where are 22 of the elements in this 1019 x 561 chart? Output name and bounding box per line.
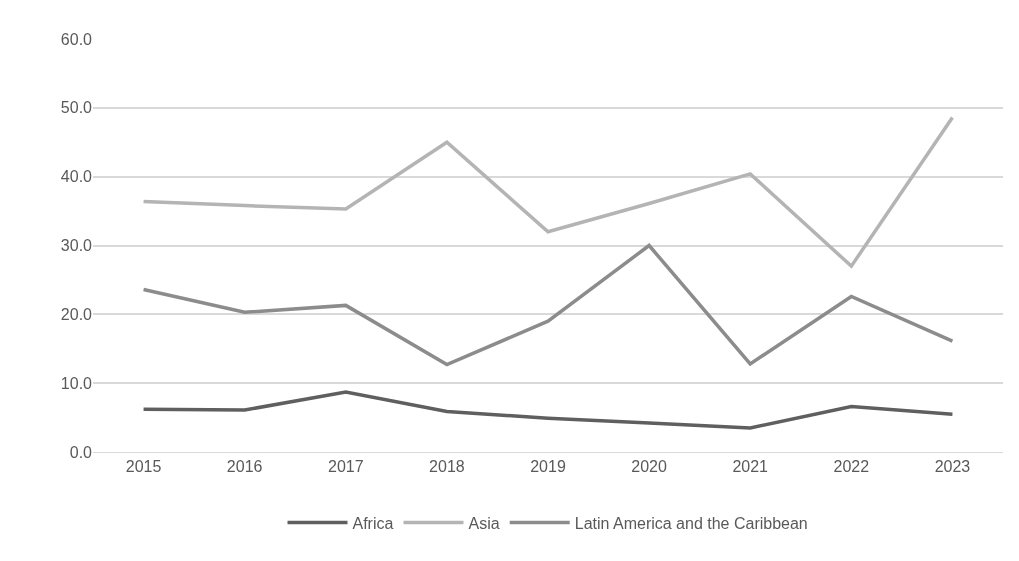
x-tick-label: 2019 [530,458,566,476]
x-tick-label: 2015 [125,458,162,476]
legend-label: Africa [352,514,394,532]
line-series [141,115,955,268]
line-series [141,390,955,430]
x-tick-label: 2017 [327,458,364,476]
y-tick-label: 0.0 [69,443,93,461]
x-tick-label: 2018 [429,458,465,476]
y-tick-label: 30.0 [60,237,93,255]
line-series [141,243,955,367]
x-tick-label: 2016 [226,458,263,476]
x-tick-label: 2022 [833,458,870,476]
y-tick-label: 60.0 [60,30,93,48]
y-tick-label: 40.0 [60,168,93,186]
y-tick-label: 50.0 [60,99,93,117]
x-tick-label: 2023 [934,458,971,476]
legend-label: Asia [468,514,500,532]
x-tick-label: 2020 [631,458,668,476]
x-tick-label: 2021 [732,458,769,476]
legend-label: Latin America and the Caribbean [574,514,808,532]
y-tick-label: 20.0 [60,305,93,323]
y-tick-label: 10.0 [60,374,93,392]
